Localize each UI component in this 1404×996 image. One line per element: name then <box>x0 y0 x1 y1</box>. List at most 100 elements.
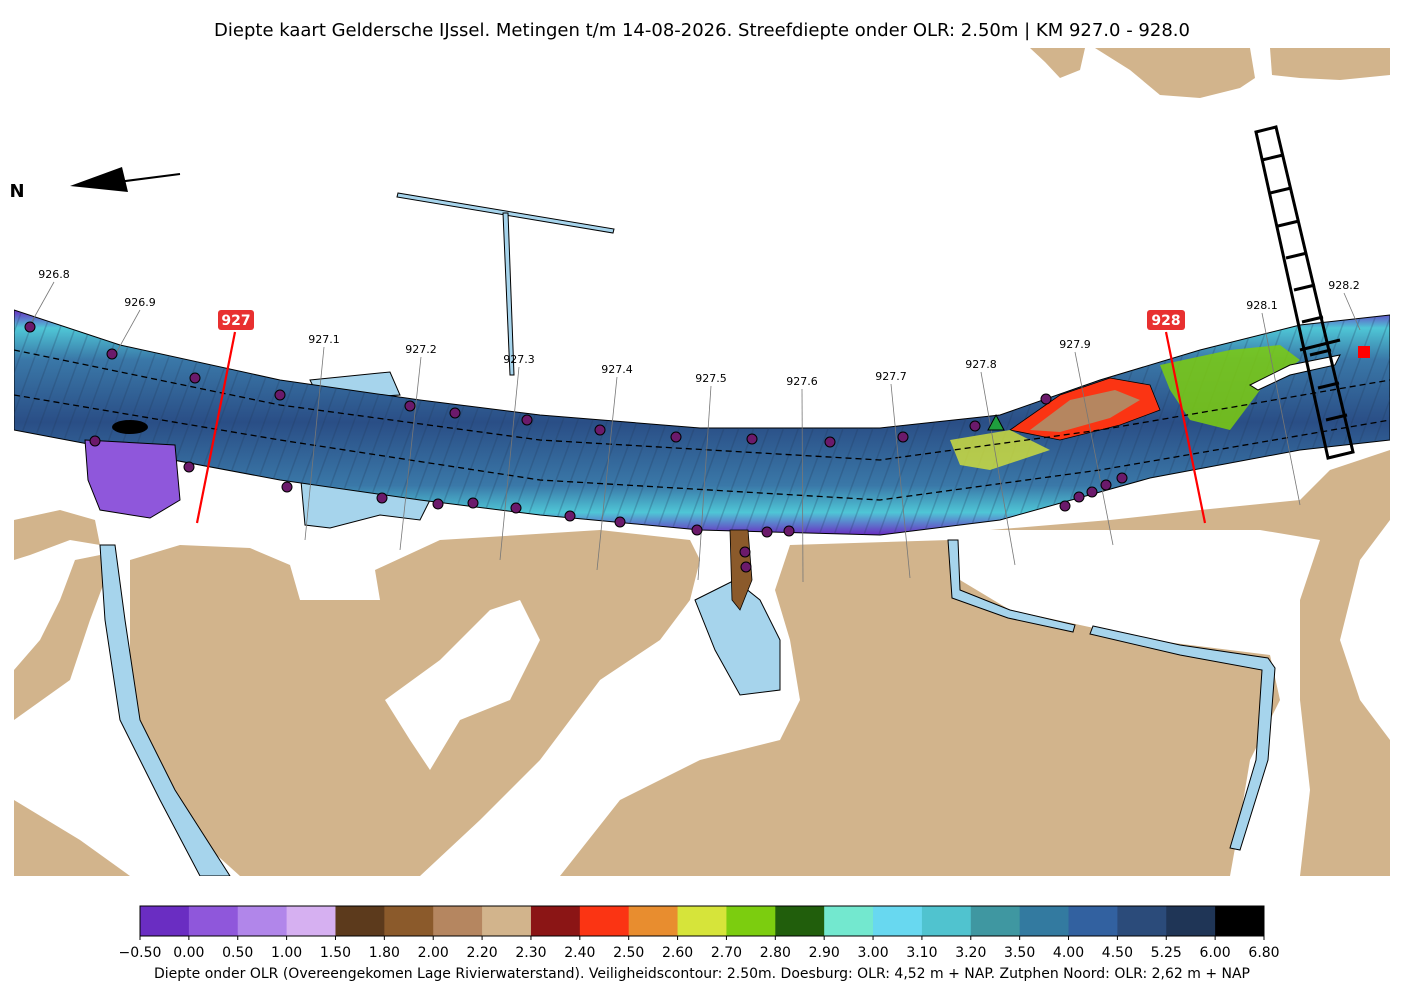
colorbar-tick-label: 3.00 <box>857 945 889 961</box>
colorbar-tick-label: 1.00 <box>271 945 303 961</box>
colorbar-segment <box>921 906 972 936</box>
buoy-marker <box>89 435 101 447</box>
buoy-marker <box>183 461 195 473</box>
colorbar-segment <box>775 906 825 936</box>
colorbar-segment <box>970 906 1021 936</box>
pipeline <box>396 192 615 376</box>
km-927-line <box>195 331 237 524</box>
buoy-marker <box>1116 472 1128 484</box>
km-label: 927.7 <box>875 370 907 383</box>
colorbar-caption: Diepte onder OLR (Overeengekomen Lage Ri… <box>153 966 1250 982</box>
km-leader-line <box>304 346 325 541</box>
buoy-marker <box>594 424 606 436</box>
colorbar-tick-label: 2.90 <box>808 945 840 961</box>
colorbar-tick-label: 1.80 <box>368 945 400 961</box>
buoy-marker <box>739 546 751 558</box>
colorbar-segment <box>482 906 532 936</box>
km-label: 927.6 <box>786 375 818 388</box>
colorbar-segment <box>188 906 239 936</box>
colorbar-segment <box>286 906 336 936</box>
km-label: 926.9 <box>124 296 156 309</box>
map-title: Diepte kaart Geldersche IJssel. Metingen… <box>214 20 1190 41</box>
buoy-marker <box>1040 393 1052 405</box>
colorbar-segment <box>1117 906 1167 936</box>
km-leader-line <box>596 376 618 571</box>
buoy-marker <box>467 497 479 509</box>
km-leader-line <box>1261 312 1301 506</box>
colorbar-tick-label: 2.70 <box>710 945 743 961</box>
river-channel <box>14 309 1390 611</box>
buoy-marker <box>432 498 444 510</box>
buoy-marker <box>106 348 118 360</box>
buoy-marker <box>24 321 36 333</box>
colorbar-tick-label: 1.50 <box>319 945 352 961</box>
km-leader-lines <box>29 281 1361 583</box>
buoy-marker <box>824 436 836 448</box>
buoy-marker <box>783 525 795 537</box>
colorbar-tick-label: 6.00 <box>1199 945 1231 961</box>
colorbar-tick-label: 5.25 <box>1150 945 1182 961</box>
colorbar-segment <box>1166 906 1216 936</box>
km-labels: 926.8 926.9 927.1 927.2 927.3 927.4 927.5 927.6… <box>38 268 1360 388</box>
km-label: 928.1 <box>1246 299 1278 312</box>
km-leader-line <box>801 388 804 583</box>
km-label: 927.9 <box>1059 338 1091 351</box>
colorbar-segment <box>237 906 288 936</box>
buoy-marker <box>510 502 522 514</box>
buoy-marker <box>281 481 293 493</box>
buoy-marker <box>897 431 909 443</box>
km-label: 926.8 <box>38 268 70 281</box>
km-leader-line <box>1343 292 1361 331</box>
buoy-marker <box>1059 500 1071 512</box>
km-label: 927.3 <box>503 353 535 366</box>
colorbar <box>139 905 1265 940</box>
buoy-marker <box>614 516 626 528</box>
buoy-marker <box>740 561 752 573</box>
km-leader-line <box>697 385 712 581</box>
colorbar-segment <box>579 906 630 936</box>
colorbar-segment <box>873 906 923 936</box>
colorbar-tick-label: 0.50 <box>222 945 254 961</box>
colorbar-segment <box>1068 906 1118 936</box>
km-label: 927.8 <box>965 358 997 371</box>
km-label: 927.1 <box>308 333 340 346</box>
buoy-marker <box>761 526 773 538</box>
km-928-line <box>1164 331 1207 524</box>
colorbar-segment <box>140 906 190 936</box>
buoy-marker <box>691 524 703 536</box>
colorbar-segment <box>726 906 776 936</box>
colorbar-segment <box>1019 906 1070 936</box>
km-leader-line <box>399 356 422 551</box>
buoy-marker <box>274 389 286 401</box>
buoy-marker <box>1073 491 1085 503</box>
km-leader-line <box>114 309 141 356</box>
colorbar-segment <box>1215 906 1265 936</box>
colorbar-tick-label: 3.10 <box>906 945 938 961</box>
buoy-marker <box>521 414 533 426</box>
colorbar-tick-label: 2.20 <box>466 945 498 961</box>
land-areas <box>14 48 1390 876</box>
km-major-label: 927 <box>221 313 250 329</box>
colorbar-ticks: −0.50 0.00 0.50 1.00 1.50 1.80 2.00 2.20 2.30 2.4… <box>0 945 1404 965</box>
colorbar-tick-label: 6.80 <box>1248 945 1280 961</box>
km-label: 927.2 <box>405 343 437 356</box>
colorbar-tick-label: 4.50 <box>1101 945 1133 961</box>
colorbar-tick-label: 2.30 <box>515 945 547 961</box>
north-arrow: N <box>9 167 181 202</box>
colorbar-segment <box>824 906 874 936</box>
colorbar-segment <box>335 906 385 936</box>
bridge <box>1254 125 1355 460</box>
colorbar-tick-label: 2.80 <box>759 945 791 961</box>
buoy-marker <box>670 431 682 443</box>
green-triangle-marker <box>987 413 1005 431</box>
buoy-marker <box>564 510 576 522</box>
km-label: 927.5 <box>695 372 727 385</box>
buoy-marker <box>376 492 388 504</box>
colorbar-tick-label: 2.00 <box>417 945 449 961</box>
buoy-marker <box>746 433 758 445</box>
km-leader-line <box>1074 351 1114 546</box>
colorbar-segment <box>384 906 434 936</box>
colorbar-tick-label: −0.50 <box>118 945 162 961</box>
colorbar-segment <box>433 906 483 936</box>
